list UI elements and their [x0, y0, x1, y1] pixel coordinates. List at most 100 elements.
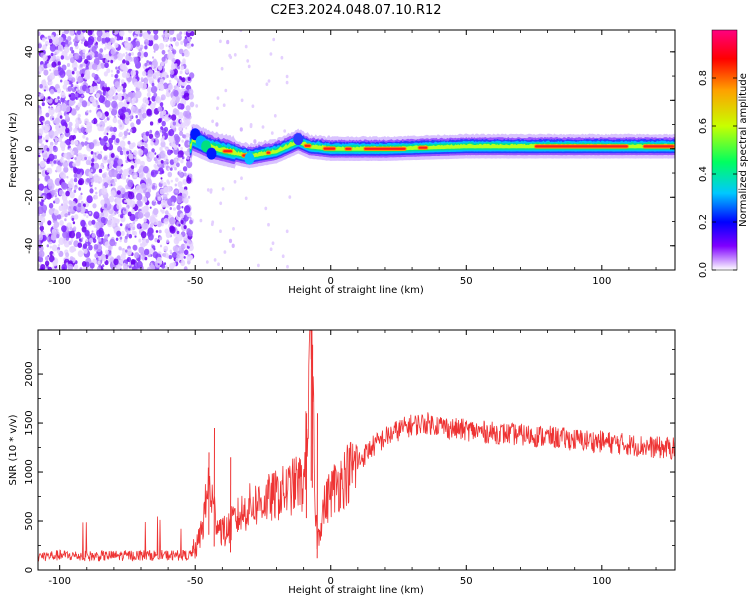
noise-speckle: [91, 178, 95, 183]
noise-speckle: [142, 112, 147, 119]
noise-speckle: [83, 40, 89, 47]
noise-speckle: [165, 147, 168, 151]
noise-speckle: [66, 175, 69, 179]
noise-speckle: [92, 33, 95, 37]
noise-speckle: [85, 137, 89, 141]
noise-speckle: [102, 173, 107, 179]
noise-speckle: [38, 206, 44, 215]
noise-speckle: [142, 205, 149, 213]
noise-speckle: [127, 174, 130, 178]
noise-speckle: [103, 83, 108, 88]
faint-speckle: [213, 258, 217, 262]
noise-speckle: [73, 38, 76, 43]
x-tick-label: 0: [328, 276, 334, 287]
noise-speckle: [73, 41, 79, 47]
noise-speckle: [128, 169, 133, 175]
faint-speckle: [285, 229, 289, 234]
noise-speckle: [88, 142, 95, 150]
noise-speckle: [119, 85, 124, 91]
noise-speckle: [68, 230, 76, 239]
noise-speckle: [175, 177, 179, 183]
noise-speckle: [112, 117, 118, 124]
noise-speckle: [90, 162, 95, 167]
noise-speckle: [115, 237, 119, 241]
noise-speckle: [93, 162, 100, 170]
noise-speckle: [74, 157, 77, 161]
snr-frame: [37, 329, 676, 571]
noise-speckle: [163, 262, 167, 265]
noise-speckle: [183, 172, 187, 177]
noise-speckle: [48, 38, 53, 44]
noise-speckle: [170, 69, 175, 75]
faint-speckle: [228, 53, 232, 58]
noise-speckle: [49, 255, 55, 263]
noise-speckle: [157, 106, 163, 112]
noise-speckle: [84, 156, 87, 161]
noise-speckle: [50, 52, 54, 57]
noise-speckle: [141, 256, 145, 261]
noise-speckle: [86, 101, 91, 107]
noise-speckle: [161, 49, 166, 55]
noise-speckle: [169, 167, 173, 171]
noise-speckle: [45, 256, 49, 261]
noise-speckle: [116, 265, 121, 270]
noise-speckle: [182, 178, 188, 185]
noise-speckle: [116, 190, 121, 196]
noise-speckle: [47, 220, 52, 226]
noise-speckle: [57, 96, 60, 100]
noise-speckle: [110, 37, 115, 44]
noise-speckle: [95, 221, 101, 229]
faint-speckle: [269, 247, 273, 251]
noise-speckle: [175, 258, 179, 262]
noise-speckle: [53, 130, 59, 137]
noise-speckle: [144, 211, 151, 218]
noise-speckle: [168, 30, 175, 35]
noise-speckle: [75, 231, 82, 239]
noise-speckle: [38, 239, 41, 246]
noise-speckle: [49, 72, 56, 80]
noise-speckle: [173, 89, 179, 97]
noise-speckle: [176, 204, 181, 211]
noise-speckle: [69, 30, 75, 36]
noise-speckle: [53, 221, 60, 229]
noise-speckle: [118, 101, 124, 108]
noise-speckle: [127, 37, 131, 41]
noise-speckle: [166, 74, 169, 78]
noise-speckle: [183, 151, 186, 155]
noise-speckle: [183, 256, 186, 259]
noise-speckle: [153, 199, 156, 202]
noise-speckle: [191, 43, 194, 47]
noise-speckle: [77, 250, 84, 258]
noise-speckle: [92, 80, 95, 84]
noise-speckle: [184, 205, 191, 214]
noise-speckle: [119, 140, 126, 148]
noise-speckle: [156, 256, 163, 264]
noise-speckle: [51, 244, 58, 252]
x-tick-label: -100: [48, 276, 71, 287]
noise-speckle: [69, 92, 76, 101]
noise-speckle: [176, 253, 181, 259]
noise-speckle: [57, 103, 61, 108]
noise-speckle: [149, 61, 152, 65]
noise-speckle: [137, 141, 142, 147]
noise-speckle: [189, 219, 193, 225]
noise-speckle: [141, 222, 148, 230]
noise-speckle: [148, 151, 155, 159]
noise-speckle: [94, 253, 99, 259]
noise-speckle: [168, 129, 175, 137]
noise-speckle: [118, 214, 121, 217]
noise-speckle: [86, 110, 89, 113]
noise-speckle: [121, 173, 126, 180]
noise-speckle: [154, 152, 157, 155]
noise-speckle: [73, 52, 80, 60]
noise-speckle: [179, 119, 183, 123]
noise-speckle: [110, 153, 115, 158]
noise-speckle: [132, 97, 137, 102]
noise-speckle: [39, 93, 44, 100]
noise-speckle: [65, 138, 72, 146]
noise-speckle: [71, 62, 78, 70]
noise-speckle: [175, 140, 179, 146]
noise-speckle: [144, 45, 148, 50]
noise-speckle: [151, 148, 155, 153]
noise-speckle: [160, 199, 167, 208]
